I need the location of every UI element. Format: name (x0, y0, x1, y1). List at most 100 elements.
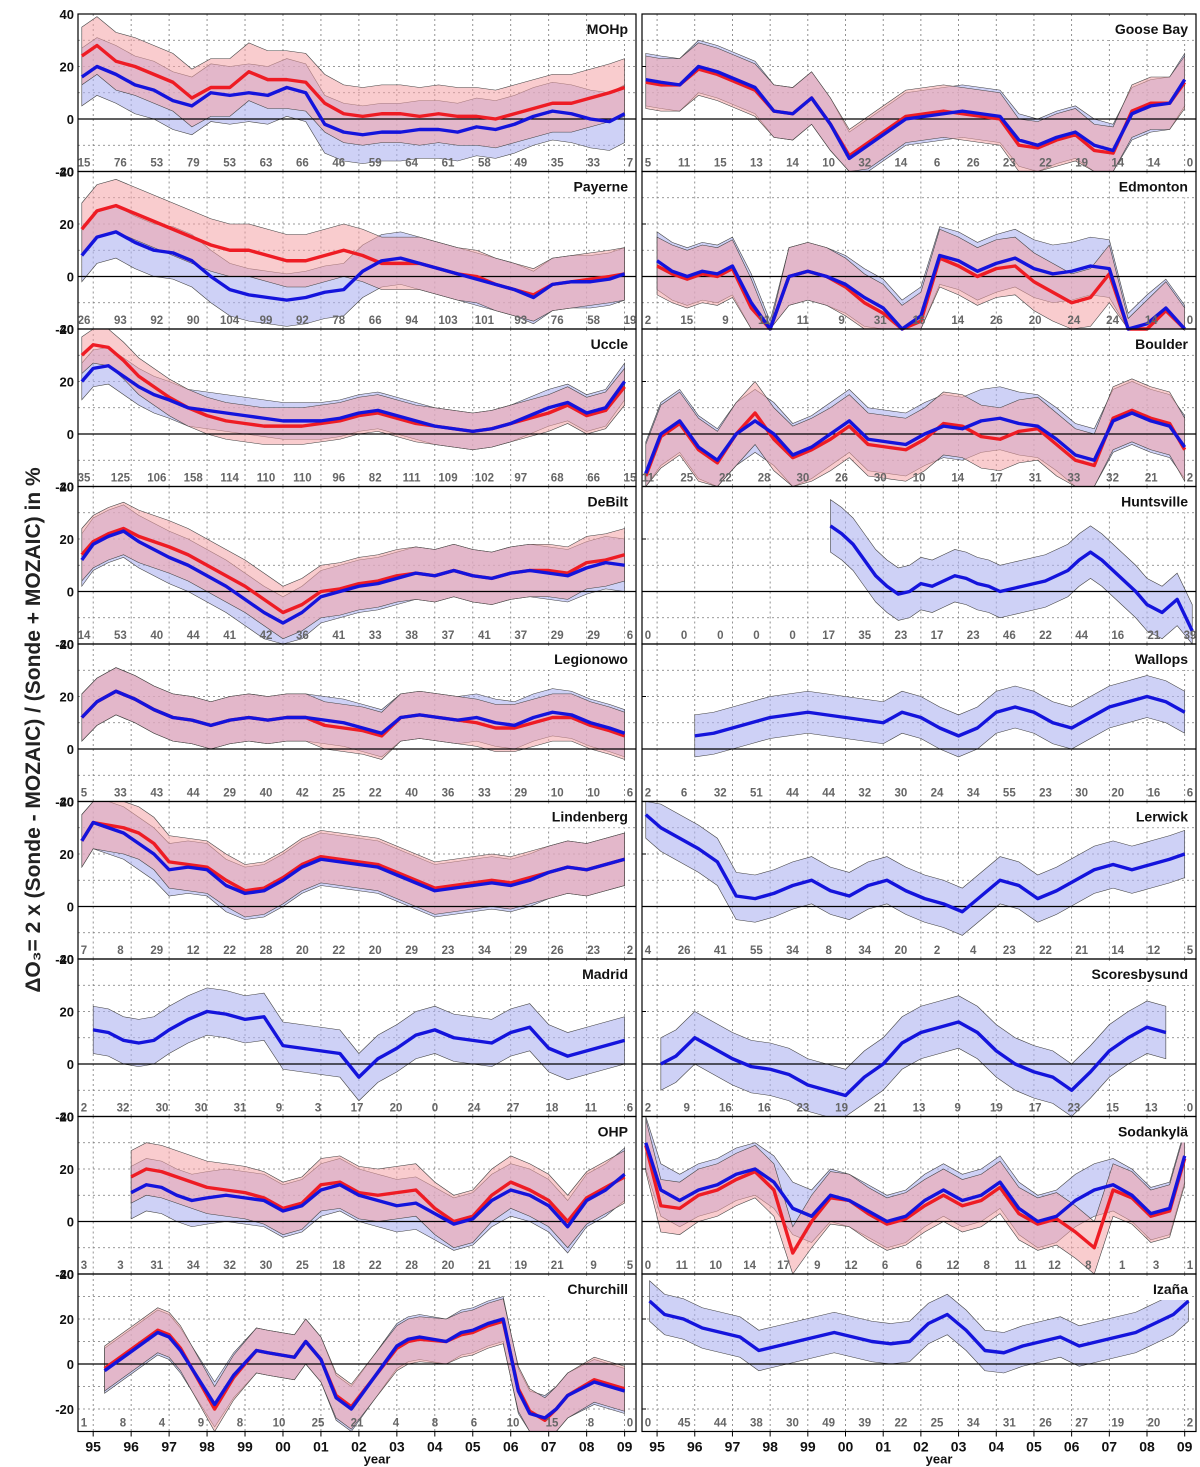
x-tick-label: 09 (1177, 1439, 1193, 1455)
y-tick-label: 40 (60, 637, 74, 652)
series-blue-line (80, 364, 626, 434)
y-tick-label: 0 (67, 585, 74, 600)
sample-count-label: 21 (1147, 630, 1160, 642)
panel-wallops: Wallops 2 6 32 51 44 44 32 30 24 34 55 23 30 20 16 6 (641, 643, 1197, 803)
sample-count-label: 61 (442, 158, 455, 170)
sample-count-label: 13 (913, 1103, 926, 1115)
panel-izaa: Izaña 0 45 44 38 30 49 39 22 25 34 31 26 27 19 20 2 (641, 1273, 1197, 1433)
sample-count-label: 34 (187, 1260, 200, 1272)
sample-count-label: 79 (187, 158, 200, 170)
x-tick-label: 08 (1139, 1439, 1155, 1455)
sample-count-label: 25 (680, 473, 693, 485)
sample-count-label: 68 (551, 473, 564, 485)
sample-count-label: 29 (514, 945, 527, 957)
sample-count-label: 16 (1147, 788, 1160, 800)
sample-count-label: 92 (296, 315, 309, 327)
sample-count-label: 33 (587, 158, 600, 170)
y-tick-label: 40 (60, 1110, 74, 1125)
sample-count-label: 10 (273, 1418, 286, 1430)
sample-count-label: 30 (1075, 788, 1088, 800)
y-tick-label: -20 (55, 1110, 74, 1125)
sample-count-label: 90 (187, 315, 200, 327)
sample-count-label: 0 (645, 1260, 651, 1272)
sample-count-label: 38 (750, 1418, 763, 1430)
x-tick-label: 02 (913, 1439, 929, 1455)
station-label-box (544, 1278, 632, 1300)
band-red (645, 1119, 1185, 1275)
x-tick-label: 01 (313, 1439, 329, 1455)
sample-count-label: 44 (187, 630, 200, 642)
sample-count-label: 25 (332, 788, 345, 800)
panel-payerne: Payerne 26 93 92 90 104 99 92 78 66 94 103 101 93 76 58… (55, 165, 637, 337)
series-blue-line (660, 1020, 1167, 1098)
series-red-line (80, 343, 626, 434)
sample-count-label: 14 (951, 315, 964, 327)
series-red-line (80, 43, 626, 121)
panel-debilt: DeBilt 14 53 40 44 41 42 36 41 33 38 37 41 37 29 29 6 -20… (55, 480, 637, 652)
sample-count-label: 29 (223, 788, 236, 800)
sample-count-label: 110 (293, 473, 312, 485)
x-tick-label: 97 (161, 1439, 177, 1455)
sample-count-label: 30 (796, 473, 809, 485)
sample-count-label: 7 (81, 945, 87, 957)
sample-count-label: 29 (150, 945, 163, 957)
sample-count-label: 32 (223, 1260, 236, 1272)
sample-count-label: 13 (1145, 1103, 1158, 1115)
sample-count-label: 11 (1015, 1260, 1028, 1272)
sample-count-label: 31 (234, 1103, 247, 1115)
sample-count-label: 23 (1003, 158, 1016, 170)
sample-count-label: 14 (1147, 158, 1160, 170)
sample-count-label: 10 (551, 788, 564, 800)
sample-count-label: 9 (955, 1103, 961, 1115)
sample-count-label: 15 (1106, 1103, 1119, 1115)
sample-count-label: 1 (1119, 1260, 1126, 1272)
sample-count-label: 22 (719, 473, 732, 485)
sample-count-label: 32 (858, 788, 871, 800)
sample-count-label: 3 (1153, 1260, 1159, 1272)
station-label-box (544, 648, 632, 670)
y-tick-label: -20 (55, 1267, 74, 1282)
sample-count-label: 17 (822, 630, 835, 642)
sample-count-label: 29 (514, 788, 527, 800)
sample-count-label: 66 (369, 315, 382, 327)
sample-count-label: 16 (913, 315, 926, 327)
sample-count-label: 31 (874, 315, 887, 327)
sample-count-label: 16 (719, 1103, 732, 1115)
sample-count-label: 93 (514, 315, 527, 327)
sample-count-label: 41 (478, 630, 491, 642)
sample-count-label: 23 (967, 630, 980, 642)
sample-count-label: 21 (351, 1418, 364, 1430)
sample-count-label: 29 (405, 945, 418, 957)
y-tick-label: 0 (67, 742, 74, 757)
sample-count-label: 4 (393, 1418, 400, 1430)
sample-count-label: 93 (114, 315, 127, 327)
sample-count-label: 12 (946, 1260, 959, 1272)
panel-churchill: Churchill 1 8 4 9 8 10 25 21 4 8 6 10 15 8 0 -20 0 20 40 (55, 1267, 637, 1433)
sample-count-label: 6 (681, 788, 687, 800)
sample-count-label: 23 (1003, 945, 1016, 957)
series-blue-line (644, 813, 1186, 914)
sample-count-label: 11 (797, 315, 810, 327)
sample-count-label: 23 (796, 1103, 809, 1115)
sample-count-label: 22 (1039, 630, 1052, 642)
station-label: DeBilt (588, 494, 629, 510)
sample-count-label: 49 (822, 1418, 835, 1430)
y-tick-label: 0 (67, 900, 74, 915)
y-tick-label: 40 (60, 952, 74, 967)
sample-count-label: 41 (223, 630, 236, 642)
sample-count-label: 30 (260, 1260, 273, 1272)
sample-count-label: 8 (117, 945, 124, 957)
y-tick-label: 20 (60, 1312, 74, 1327)
panel-ohp: OHP 3 3 31 34 32 30 25 18 22 28 20 21 19 21 9 5 -20 0 20 40 (55, 1110, 637, 1282)
sample-count-label: 44 (187, 788, 200, 800)
sample-count-label: 0 (753, 630, 759, 642)
x-tick-label: 06 (503, 1439, 519, 1455)
y-tick-label: 40 (60, 1267, 74, 1282)
x-tick-label: 07 (541, 1439, 557, 1455)
panel-mohp: MOHp 15 76 53 79 53 63 66 46 59 64 61 58 49 35 33 7 -20 0 2… (55, 7, 637, 180)
station-label: Payerne (574, 179, 629, 195)
sample-count-label: 15 (546, 1418, 559, 1430)
sample-count-label: 5 (645, 158, 652, 170)
sample-count-label: 14 (743, 1260, 756, 1272)
sample-count-label: 0 (789, 630, 795, 642)
